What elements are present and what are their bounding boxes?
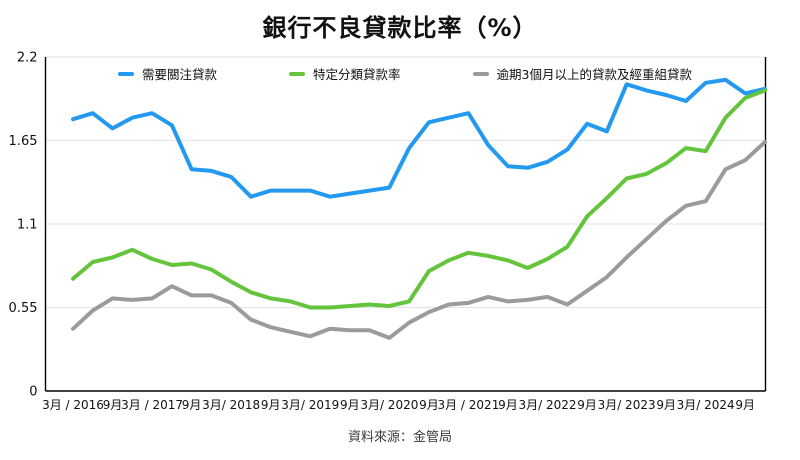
x-tick-label: 9月 xyxy=(103,398,123,412)
legend-label: 逾期3個月以上的貸款及經重組貸款 xyxy=(496,67,692,82)
y-tick-label: 0.55 xyxy=(9,301,38,316)
y-tick-label: 2.2 xyxy=(17,51,38,66)
x-tick-label: 9月 xyxy=(577,398,597,412)
x-tick-label: 9月 xyxy=(340,398,360,412)
x-tick-label: 9月 xyxy=(656,398,676,412)
x-tick-label: 9月 xyxy=(261,398,281,412)
chart-title: 銀行不良貸款比率（%） xyxy=(262,14,538,42)
legend-item-0[interactable]: 需要關注貸款 xyxy=(118,64,217,83)
x-tick-label: 3月/ 2022 xyxy=(518,398,576,412)
x-tick-label: 3月/ 2023 xyxy=(598,398,656,412)
legend-label: 特定分類貸款率 xyxy=(313,67,401,82)
source-note: 資料來源：金管局 xyxy=(347,430,452,445)
x-tick-label: 3月/ 2024 xyxy=(677,398,735,412)
legend-item-2[interactable]: 逾期3個月以上的貸款及經重組貸款 xyxy=(472,64,692,83)
x-tick-label: 9月 xyxy=(182,398,202,412)
x-tick-label: 3月 / 2016 xyxy=(42,398,104,412)
legend-item-1[interactable]: 特定分類貸款率 xyxy=(289,64,401,83)
x-tick-label: 3月/ 2018 xyxy=(202,398,260,412)
series-line-0[interactable] xyxy=(71,77,767,199)
legend-label: 需要關注貸款 xyxy=(142,67,218,82)
x-tick-label: 3月/ 2020 xyxy=(360,398,418,412)
series-line-2[interactable] xyxy=(71,140,767,340)
y-tick-label: 0 xyxy=(29,385,37,400)
legend: 需要關注貸款 特定分類貸款率 逾期3個月以上的貸款及經重組貸款 xyxy=(45,64,765,83)
legend-swatch-icon xyxy=(289,71,306,76)
x-tick-label: 3月/ 2019 xyxy=(281,398,339,412)
x-tick-label: 9月 xyxy=(498,398,518,412)
legend-swatch-icon xyxy=(472,71,489,76)
x-tick-label: 9月 xyxy=(735,398,755,412)
y-tick-label: 1.1 xyxy=(17,218,38,233)
series-line-1[interactable] xyxy=(71,88,767,310)
x-tick-label: 3月 / 2021 xyxy=(437,398,499,412)
y-tick-label: 1.65 xyxy=(9,134,38,149)
x-tick-label: 9月 xyxy=(419,398,439,412)
x-tick-label: 3月 / 2017 xyxy=(121,398,183,412)
legend-swatch-icon xyxy=(118,71,134,76)
